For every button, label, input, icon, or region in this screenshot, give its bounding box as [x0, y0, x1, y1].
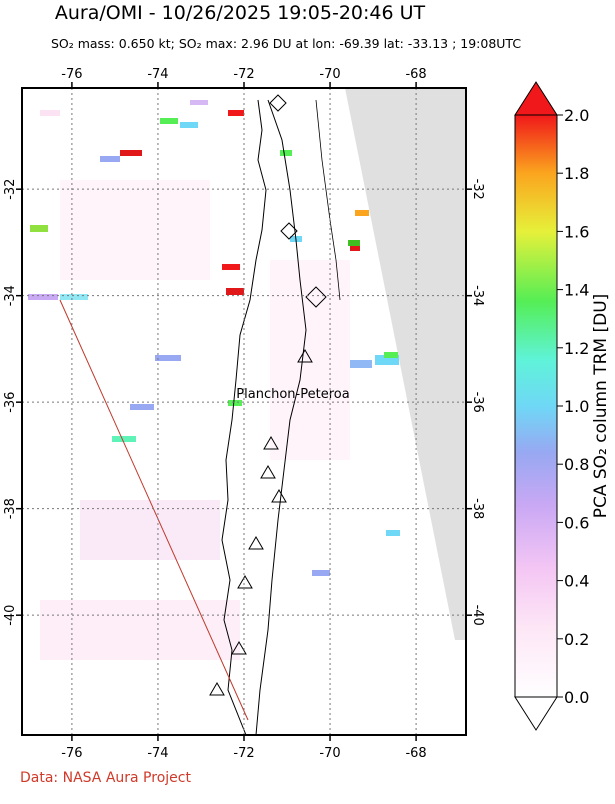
- x-tick-label: -72: [233, 67, 254, 82]
- map-frame: [21, 87, 467, 736]
- y-tick-label: -32: [3, 179, 18, 200]
- y-tick-label: -36: [3, 392, 18, 413]
- no-data-region: [345, 88, 466, 640]
- y-tick-label: -34: [470, 285, 485, 306]
- x-tick-label: -68: [405, 746, 426, 761]
- y-tick-label: -40: [3, 605, 18, 626]
- x-tick-label: -76: [61, 67, 82, 82]
- x-tick-label: -76: [61, 746, 82, 761]
- volcano-label: Planchon-Peteroa: [236, 387, 349, 402]
- map: [22, 88, 466, 735]
- colorbar-tick-label: 1.6: [564, 222, 589, 241]
- x-tick-label: -70: [319, 67, 340, 82]
- x-tick-label: -74: [147, 67, 168, 82]
- x-tick-label: -68: [405, 67, 426, 82]
- colorbar-tick-label: 0.6: [564, 513, 589, 532]
- y-tick-label: -38: [470, 498, 485, 519]
- y-tick-label: -38: [3, 498, 18, 519]
- y-tick-label: -34: [3, 285, 18, 306]
- x-tick-label: -74: [147, 746, 168, 761]
- title: Aura/OMI - 10/26/2025 19:05-20:46 UT: [55, 2, 426, 24]
- colorbar-label: PCA SO₂ column TRM [DU]: [591, 294, 611, 519]
- colorbar-tick-label: 0.4: [564, 572, 589, 591]
- colorbar-tick-label: 2.0: [564, 106, 589, 125]
- colorbar: [514, 114, 558, 698]
- coastline: [221, 99, 267, 735]
- colorbar-tick-label: 1.4: [564, 281, 589, 300]
- colorbar-tick-label: 0.0: [564, 688, 589, 707]
- y-tick-label: -32: [470, 179, 485, 200]
- colorbar-tick-label: 1.2: [564, 339, 589, 358]
- volcanoes: [209, 94, 327, 696]
- border: [315, 99, 341, 301]
- y-tick-label: -36: [470, 392, 485, 413]
- colorbar-tick-label: 0.2: [564, 630, 589, 649]
- colorbar-tick-label: 1.8: [564, 164, 589, 183]
- colorbar-max-arrow: [514, 81, 558, 116]
- colorbar-ticks: [557, 114, 563, 698]
- colorbar-min-arrow: [514, 696, 558, 731]
- so2-pixels: [28, 100, 400, 660]
- subtitle: SO₂ mass: 0.650 kt; SO₂ max: 2.96 DU at …: [51, 36, 521, 51]
- colorbar-tick-label: 0.8: [564, 455, 589, 474]
- credit: Data: NASA Aura Project: [20, 770, 191, 786]
- border: [255, 99, 307, 735]
- y-tick-label: -40: [470, 605, 485, 626]
- x-tick-label: -70: [319, 746, 340, 761]
- colorbar-tick-label: 1.0: [564, 397, 589, 416]
- x-tick-label: -72: [233, 746, 254, 761]
- orbit-edge: [59, 299, 249, 721]
